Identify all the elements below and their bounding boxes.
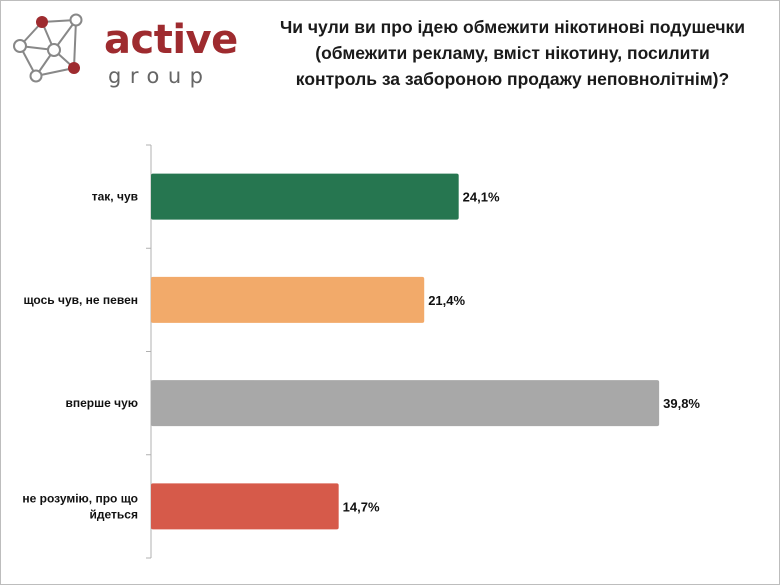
network-logo-icon [13, 13, 83, 83]
data-label: 24,1% [463, 190, 500, 205]
data-label: 21,4% [428, 293, 465, 308]
data-label: 14,7% [343, 499, 380, 514]
category-label: не розумію, про що [22, 491, 138, 505]
chart-title-line: (обмежити рекламу, вміст нікотину, посил… [315, 43, 710, 63]
chart-title-line: контроль за забороною продажу неповноліт… [295, 69, 730, 89]
active-group-logo: active group [6, 10, 246, 90]
data-label: 39,8% [663, 396, 700, 411]
logo-wordmark: active [104, 17, 238, 63]
category-label: щось чув, не певен [23, 293, 138, 307]
category-label: так, чув [92, 190, 138, 204]
chart-title: Чи чули ви про ідею обмежити нікотинові … [255, 14, 770, 92]
logo-subtitle: group [108, 64, 212, 88]
bar [151, 483, 339, 530]
bar [151, 173, 459, 220]
category-label: йдеться [90, 507, 138, 521]
bar [151, 380, 660, 427]
bar [151, 276, 425, 323]
category-label: вперше чую [65, 396, 138, 410]
chart-title-line: Чи чули ви про ідею обмежити нікотинові … [279, 17, 745, 37]
